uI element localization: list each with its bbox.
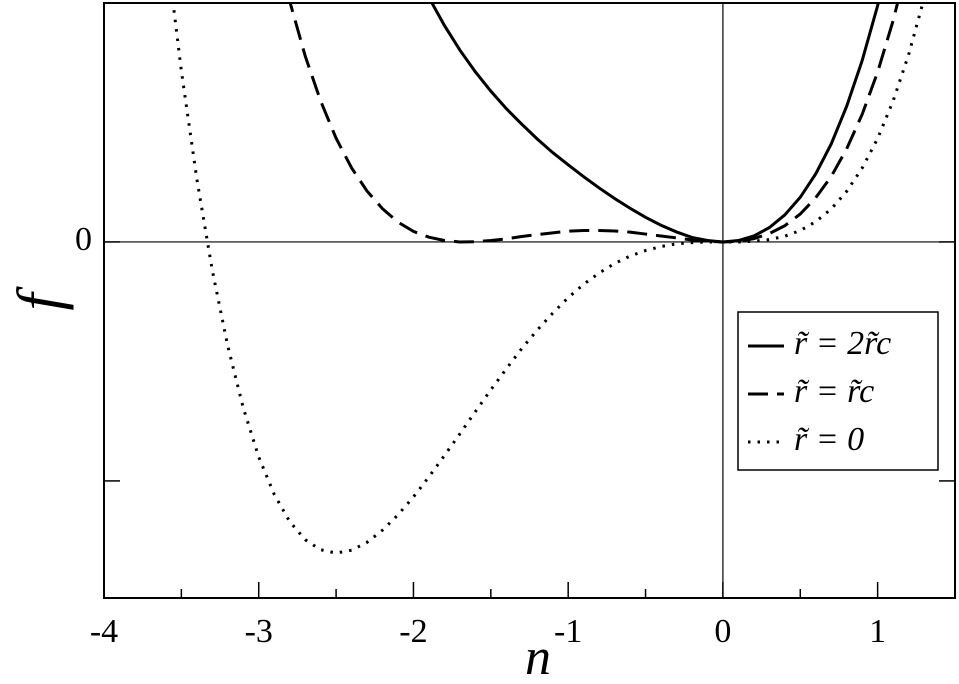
legend-label: r̃ = r̃c [794,373,874,410]
x-tick-label: -1 [554,613,582,650]
x-tick-label: -2 [399,613,427,650]
x-tick-label: 1 [869,613,886,650]
x-axis-label: n [525,629,551,684]
x-tick-label: -3 [245,613,273,650]
legend-label: r̃ = 2r̃c [794,325,891,362]
plot-frame [103,2,956,599]
series-line [288,3,900,244]
x-tick-label: 0 [714,613,731,650]
legend-label: r̃ = 0 [794,421,864,458]
x-tick-label: -4 [90,613,118,650]
legend-box [737,311,939,471]
plot-area [171,3,925,555]
series-line [430,3,880,244]
series-line [171,3,925,555]
y-tick-label: 0 [75,221,92,258]
y-axis-label: f [6,286,74,311]
